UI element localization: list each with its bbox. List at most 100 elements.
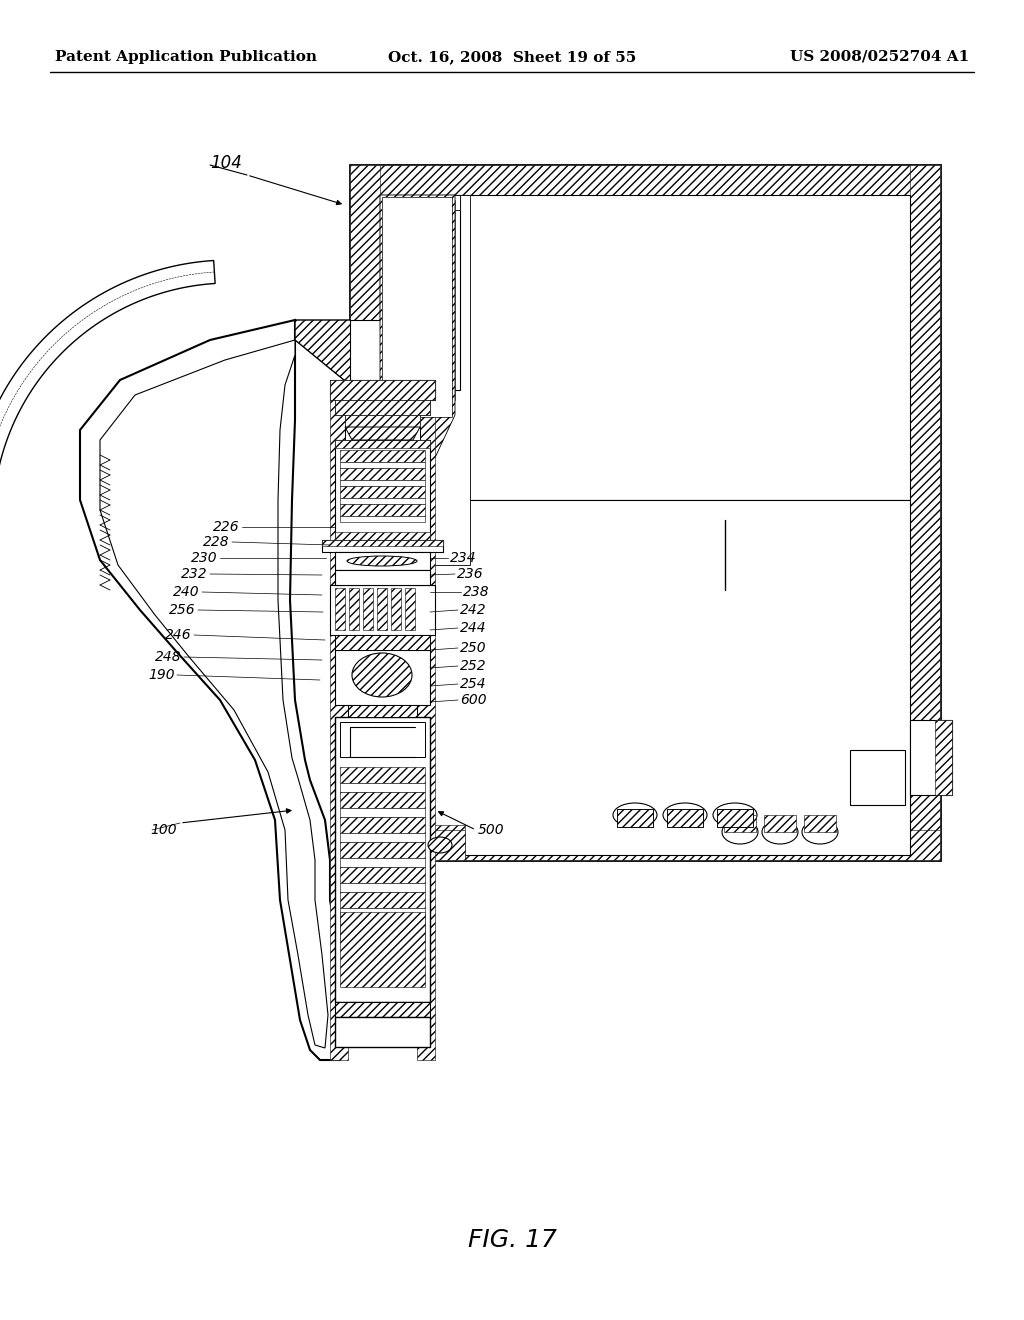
Bar — [350, 165, 940, 861]
Bar — [340, 792, 425, 808]
Bar — [340, 858, 425, 867]
Bar — [345, 414, 420, 426]
Bar — [340, 486, 425, 498]
Bar — [667, 809, 703, 828]
Bar — [617, 809, 653, 828]
Text: 190: 190 — [148, 668, 175, 682]
Polygon shape — [0, 260, 215, 506]
Bar — [340, 883, 425, 892]
Polygon shape — [295, 319, 400, 385]
Text: 242: 242 — [460, 603, 486, 616]
Text: 240: 240 — [173, 585, 200, 599]
Bar — [764, 814, 796, 832]
Text: 100: 100 — [150, 822, 176, 837]
Bar — [724, 814, 756, 832]
Bar — [340, 867, 425, 883]
Bar — [335, 400, 430, 414]
Bar — [330, 585, 435, 635]
Polygon shape — [80, 319, 345, 1060]
Bar — [340, 516, 425, 521]
Bar — [340, 912, 425, 987]
Bar — [910, 719, 952, 795]
Ellipse shape — [663, 803, 707, 828]
Bar — [335, 440, 430, 447]
Bar — [340, 808, 425, 817]
Bar — [330, 380, 348, 1060]
Bar — [340, 892, 425, 908]
Text: 228: 228 — [204, 535, 230, 549]
Polygon shape — [380, 195, 455, 576]
Bar — [340, 783, 425, 792]
Text: 600: 600 — [460, 693, 486, 708]
Bar — [335, 570, 430, 585]
Bar — [385, 201, 455, 400]
Bar — [910, 165, 940, 861]
Bar — [340, 722, 425, 756]
Bar — [382, 197, 452, 417]
Bar — [335, 1002, 430, 1016]
Text: 244: 244 — [460, 620, 486, 635]
Bar — [340, 480, 425, 486]
Bar — [340, 469, 425, 480]
Ellipse shape — [722, 820, 758, 843]
Bar — [335, 400, 430, 414]
Text: 254: 254 — [460, 677, 486, 690]
Bar — [335, 649, 430, 705]
Text: 230: 230 — [191, 550, 218, 565]
Text: 232: 232 — [181, 568, 208, 581]
Bar — [340, 833, 425, 842]
Ellipse shape — [428, 837, 452, 853]
Text: Oct. 16, 2008  Sheet 19 of 55: Oct. 16, 2008 Sheet 19 of 55 — [388, 50, 636, 63]
Bar — [350, 165, 940, 195]
Bar — [335, 552, 430, 570]
Bar — [350, 830, 940, 861]
Text: 500: 500 — [478, 822, 505, 837]
Bar — [335, 635, 430, 649]
Polygon shape — [100, 341, 328, 1048]
Text: 236: 236 — [457, 568, 483, 581]
Text: 256: 256 — [169, 603, 196, 616]
Text: 104: 104 — [210, 154, 242, 172]
Bar — [335, 587, 345, 630]
Polygon shape — [350, 545, 465, 830]
Text: FIG. 17: FIG. 17 — [468, 1228, 556, 1251]
Bar — [380, 195, 460, 210]
Bar — [350, 830, 465, 861]
Bar — [335, 717, 430, 1002]
Bar — [350, 825, 465, 861]
Bar — [340, 462, 425, 469]
Bar — [350, 165, 380, 545]
Bar — [340, 933, 425, 942]
Bar — [717, 809, 753, 828]
Bar — [322, 540, 443, 552]
Ellipse shape — [713, 803, 757, 828]
Text: 252: 252 — [460, 659, 486, 673]
Bar — [617, 809, 653, 828]
Bar — [382, 197, 452, 417]
Text: Patent Application Publication: Patent Application Publication — [55, 50, 317, 63]
Polygon shape — [345, 426, 420, 440]
Bar — [380, 210, 406, 240]
Bar — [362, 587, 373, 630]
Text: 246: 246 — [165, 628, 193, 642]
Bar — [850, 750, 905, 805]
Bar — [935, 719, 952, 795]
Bar — [330, 380, 435, 400]
Polygon shape — [350, 195, 460, 389]
Bar — [340, 908, 425, 917]
Bar — [340, 917, 425, 933]
Bar — [335, 532, 430, 540]
Bar — [340, 498, 425, 504]
Text: 226: 226 — [213, 520, 240, 535]
Ellipse shape — [337, 1012, 427, 1041]
Bar — [717, 809, 753, 828]
Bar — [377, 587, 387, 630]
Bar — [340, 842, 425, 858]
Ellipse shape — [613, 803, 657, 828]
Ellipse shape — [352, 653, 412, 697]
Bar — [340, 504, 425, 516]
Bar — [348, 705, 417, 717]
Bar — [340, 767, 425, 783]
Bar — [340, 817, 425, 833]
Bar — [406, 587, 415, 630]
